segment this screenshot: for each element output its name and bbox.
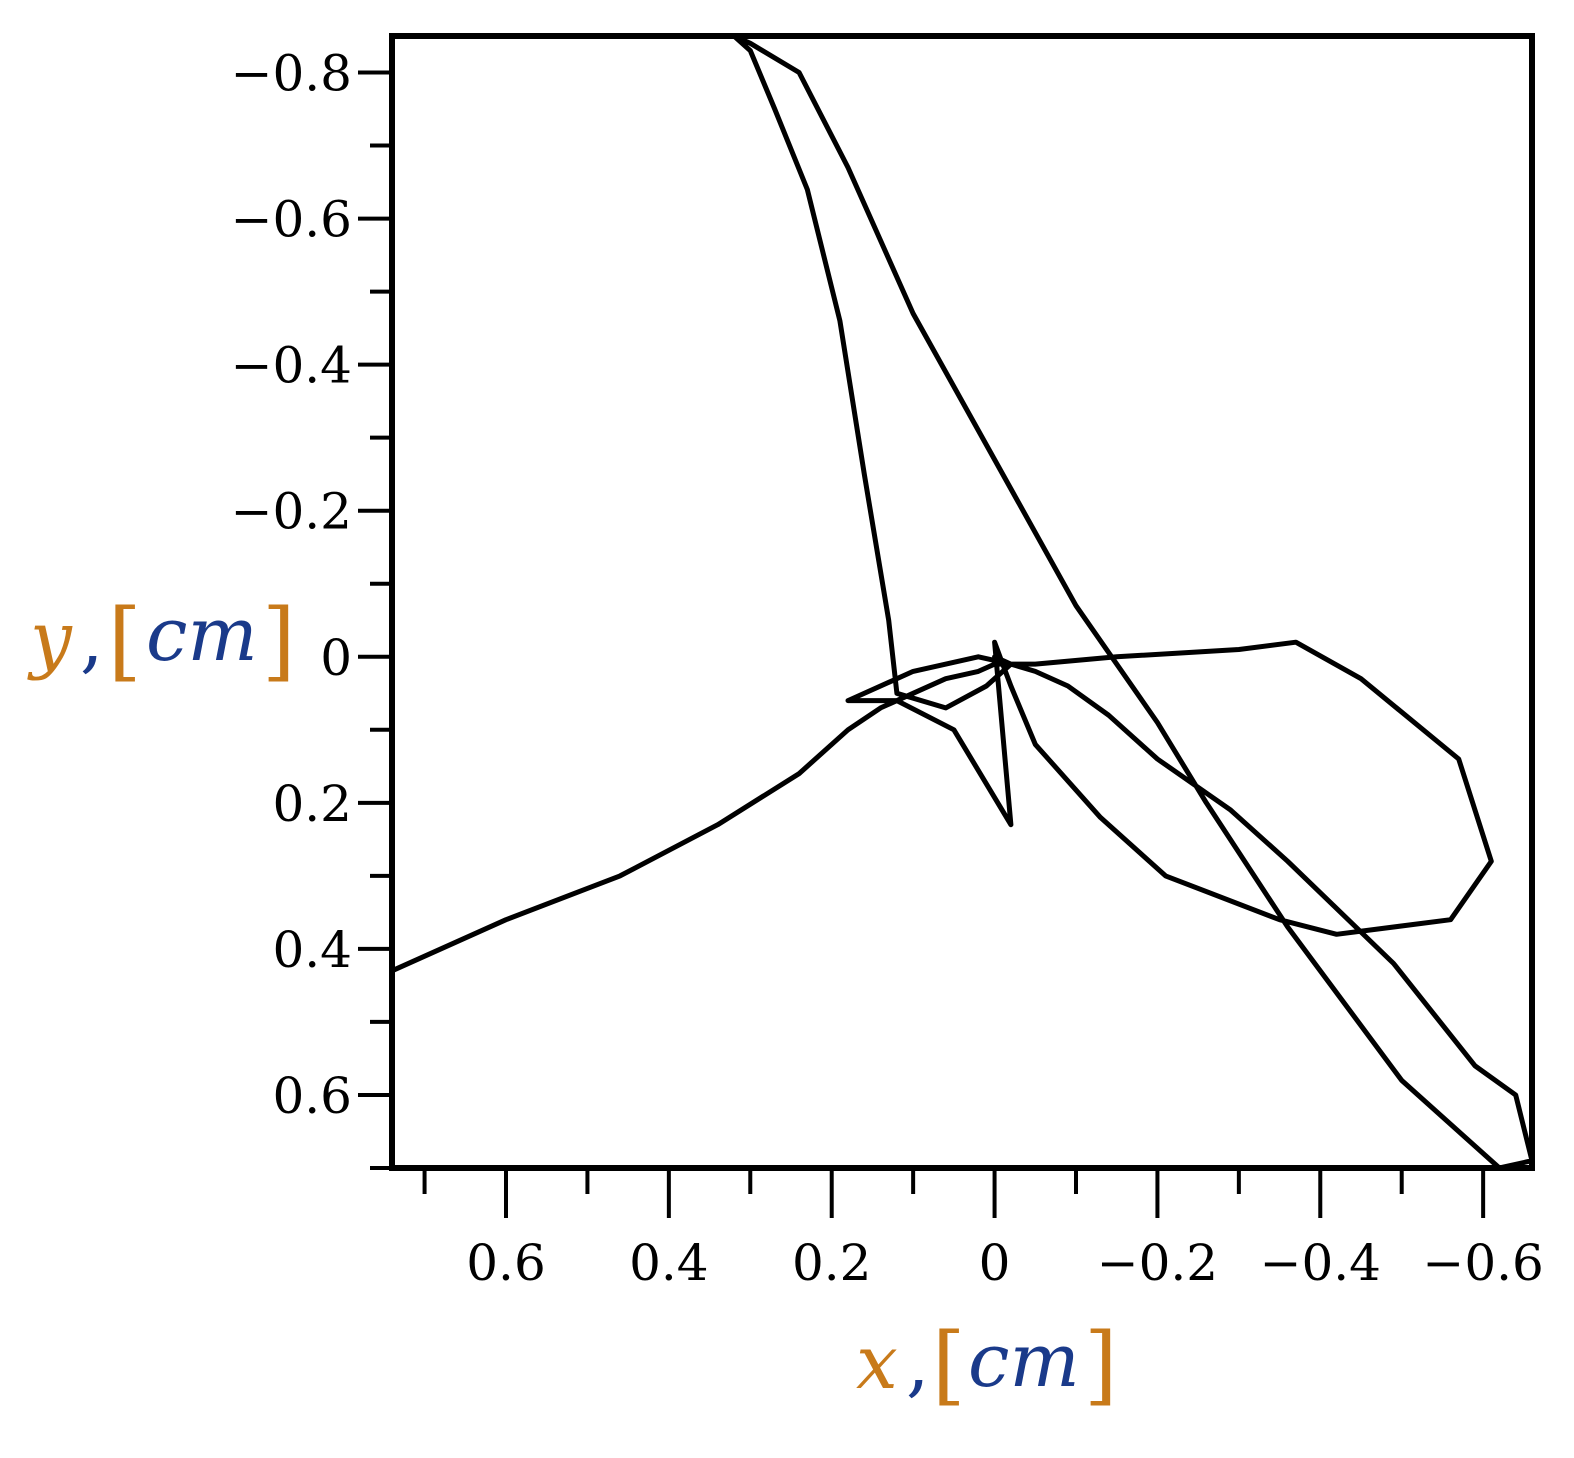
x-axis-label-variable: x — [856, 1320, 898, 1406]
x-tick-label: 0.2 — [792, 1234, 872, 1292]
x-axis-label: x , [ cm ] — [856, 1315, 1118, 1415]
y-axis-label-close-bracket: ] — [262, 591, 296, 691]
y-tick-label: −0.2 — [231, 483, 352, 541]
x-axis-label-open-bracket: [ — [932, 1315, 966, 1415]
x-tick-label: −0.4 — [1260, 1234, 1381, 1292]
y-tick-label: 0.6 — [272, 1067, 352, 1125]
y-tick-label: 0.2 — [272, 775, 352, 833]
x-tick-label: 0 — [979, 1234, 1011, 1292]
y-axis-label-separator: , — [80, 596, 104, 682]
x-axis-label-unit: cm — [968, 1318, 1080, 1404]
y-axis-label: y , [ cm ] — [27, 591, 296, 691]
x-axis-label-close-bracket: ] — [1084, 1315, 1118, 1415]
tick-marks — [358, 70, 1486, 1218]
y-tick-label: −0.4 — [231, 337, 352, 395]
trajectory-line — [389, 33, 1535, 1171]
y-axis-label-variable: y — [27, 596, 73, 682]
y-tick-label: −0.8 — [231, 45, 352, 103]
y-axis-label-unit: cm — [146, 592, 258, 678]
x-tick-label: 0.4 — [629, 1234, 709, 1292]
tick-labels: 0.6 0.4 0.2 0 −0.2 −0.4 −0.6 −0.8 −0.6 −0.4 −0.2 0 0… — [231, 45, 1544, 1292]
x-tick-label: 0.6 — [466, 1234, 546, 1292]
x-tick-label: −0.2 — [1097, 1234, 1218, 1292]
x-tick-label: −0.6 — [1422, 1234, 1543, 1292]
plot-frame — [389, 33, 1535, 1171]
y-tick-label: 0 — [320, 629, 352, 687]
y-tick-label: 0.4 — [272, 921, 352, 979]
x-axis-label-separator: , — [906, 1320, 930, 1406]
y-axis-label-open-bracket: [ — [108, 591, 142, 691]
y-tick-label: −0.6 — [231, 191, 352, 249]
